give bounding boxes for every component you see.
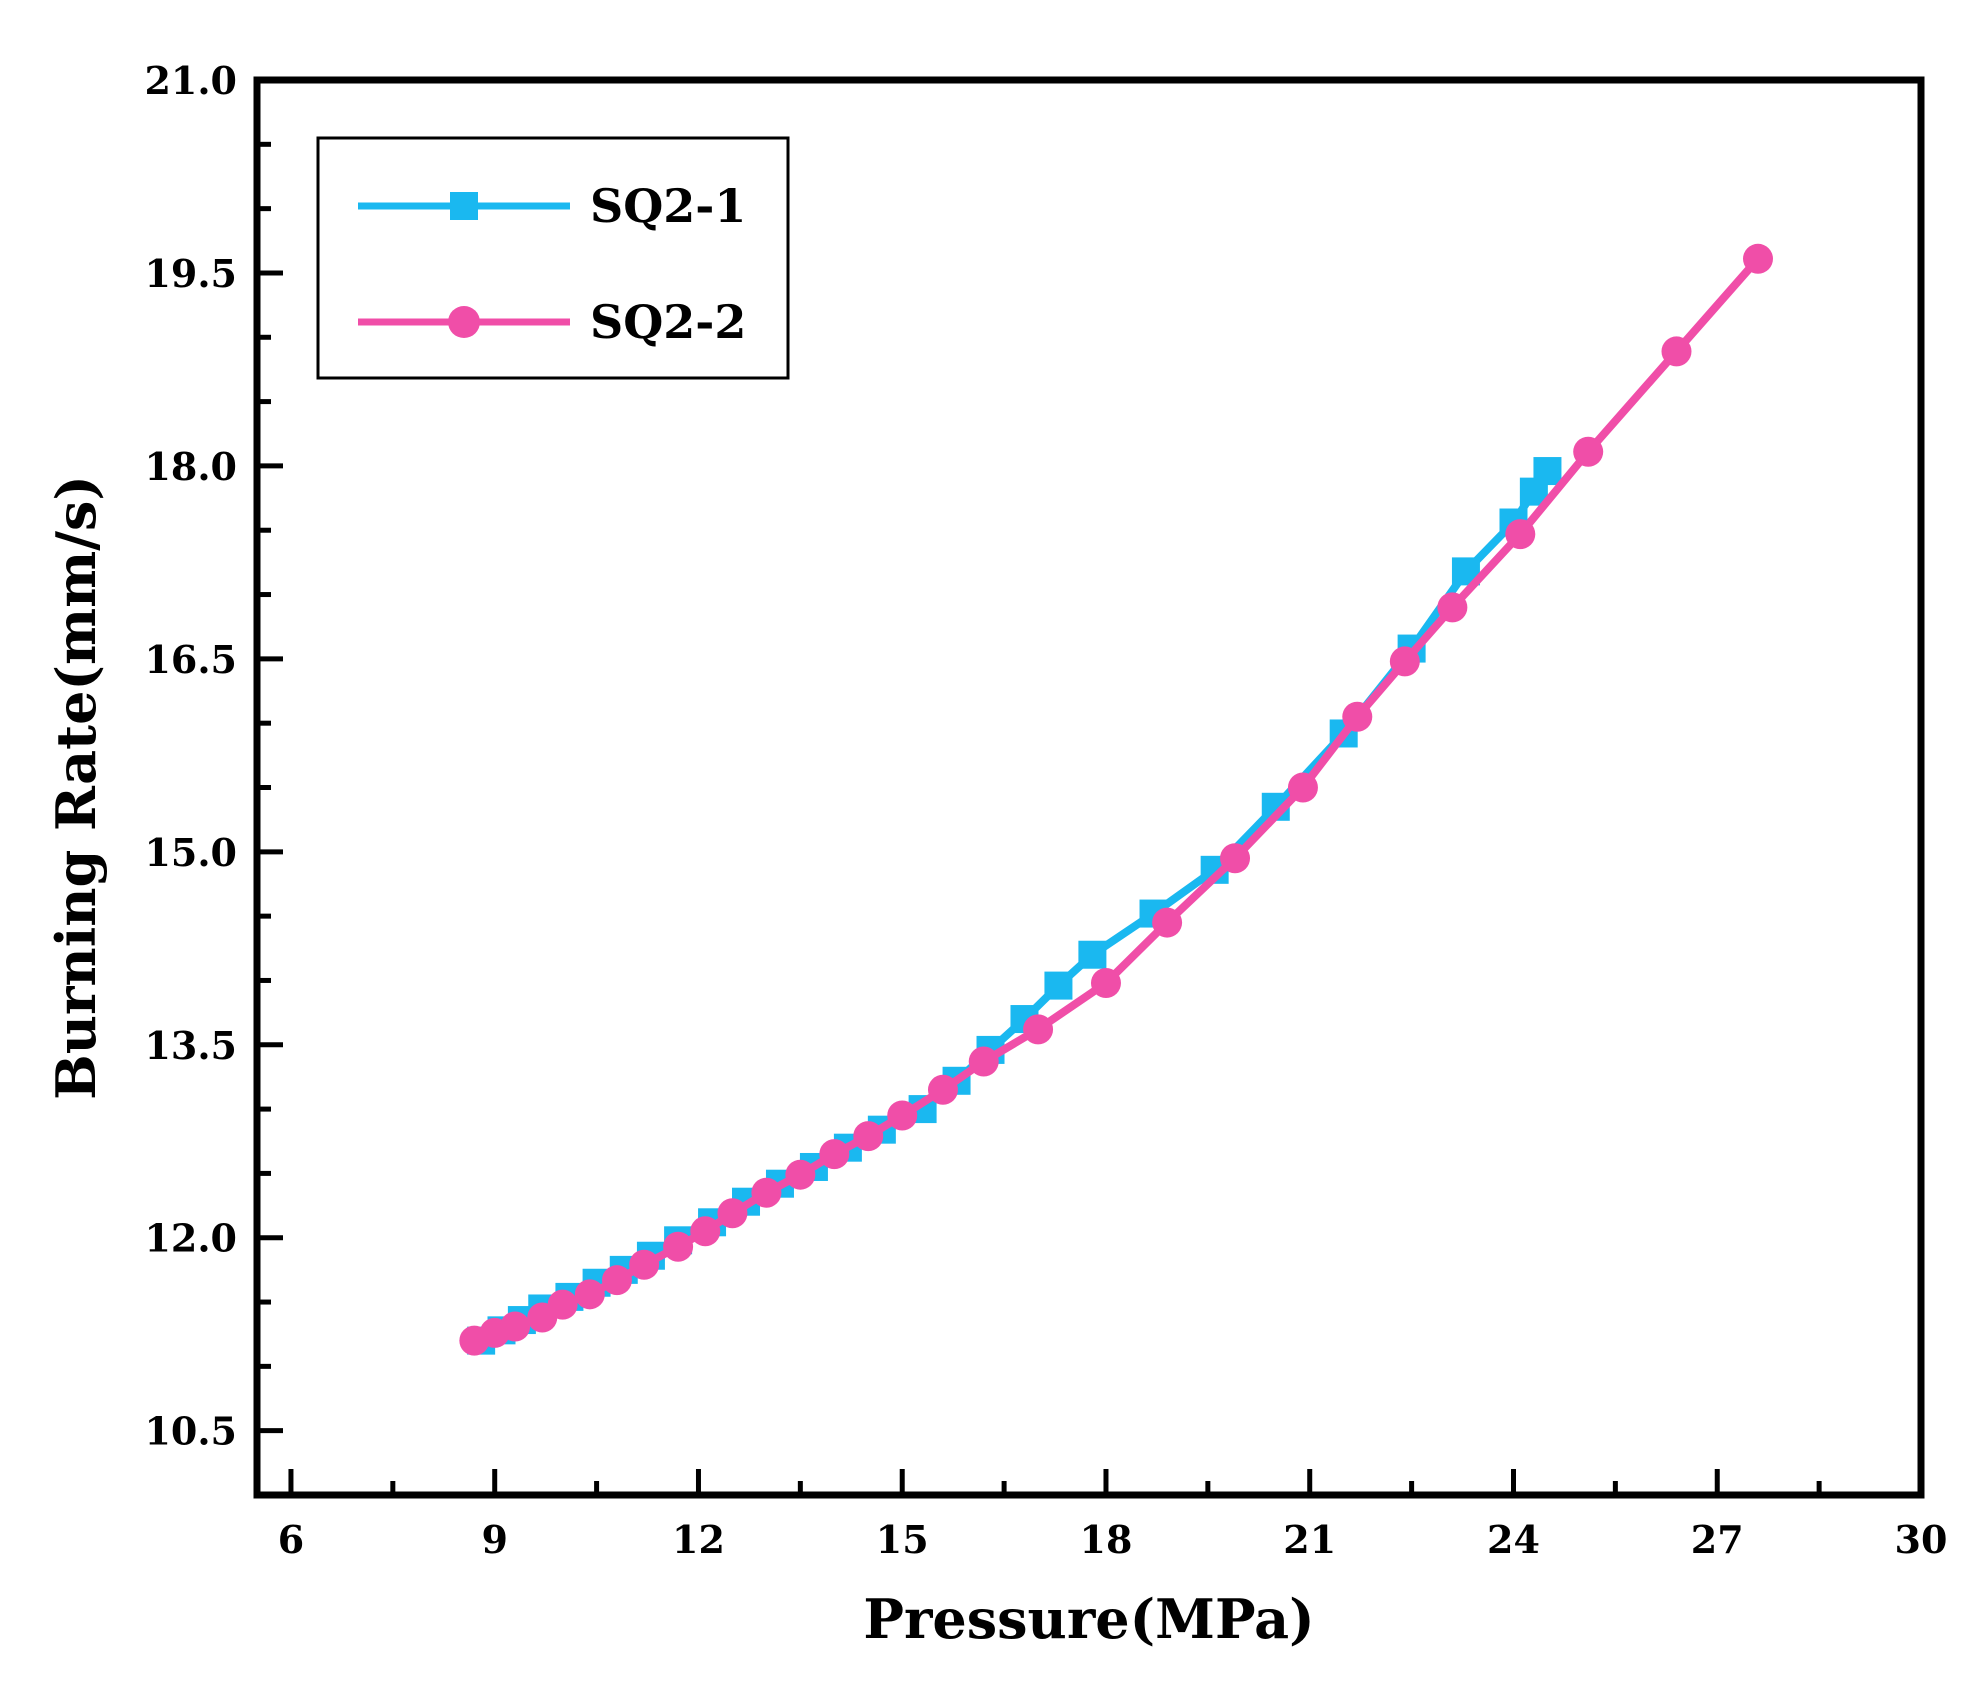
x-tick-label: 24 xyxy=(1487,1517,1540,1562)
x-axis-ticks: 6 9 12 15 18 21 24 27 30 xyxy=(278,1469,1948,1562)
y-tick-label: 12.0 xyxy=(144,1216,237,1261)
data-point xyxy=(500,1311,531,1342)
data-point xyxy=(1573,436,1604,467)
y-tick-label: 15.0 xyxy=(144,830,237,875)
y-tick-label: 10.5 xyxy=(144,1409,237,1454)
data-point xyxy=(887,1100,918,1131)
data-point xyxy=(629,1249,660,1280)
data-point xyxy=(1078,940,1107,969)
series-sq2-2 xyxy=(459,243,1773,1356)
data-point xyxy=(1533,457,1562,486)
data-point xyxy=(1389,646,1420,677)
data-point xyxy=(927,1074,958,1105)
data-point xyxy=(819,1139,850,1170)
series-sq2-1 xyxy=(467,457,1562,1355)
data-point xyxy=(1437,592,1468,623)
y-tick-label: 19.5 xyxy=(144,251,237,296)
data-point xyxy=(751,1177,782,1208)
data-point xyxy=(1287,772,1318,803)
plot-frame xyxy=(253,76,1925,1499)
data-point xyxy=(968,1046,999,1077)
legend-label-sq2-1: SQ2-1 xyxy=(590,179,746,233)
legend-item-sq2-2: SQ2-2 xyxy=(358,295,746,349)
data-point xyxy=(785,1159,816,1190)
data-point xyxy=(547,1289,578,1320)
y-tick-label: 13.5 xyxy=(144,1023,237,1068)
series-line xyxy=(479,468,1551,1345)
y-tick-label: 16.5 xyxy=(144,637,237,682)
legend: SQ2-1 SQ2-2 xyxy=(316,136,790,380)
y-tick-label: 21.0 xyxy=(144,58,237,103)
data-point xyxy=(1742,243,1773,274)
data-point xyxy=(1661,336,1692,367)
x-tick-label: 6 xyxy=(278,1517,304,1562)
data-point xyxy=(690,1216,721,1247)
x-tick-label: 21 xyxy=(1283,1517,1336,1562)
series-line xyxy=(472,256,1761,1345)
data-point xyxy=(1342,701,1373,732)
x-tick-label: 12 xyxy=(672,1517,725,1562)
x-tick-label: 30 xyxy=(1895,1517,1948,1562)
legend-label-sq2-2: SQ2-2 xyxy=(590,295,746,349)
legend-item-sq2-1: SQ2-1 xyxy=(358,179,746,233)
data-point xyxy=(574,1279,605,1310)
series-layer xyxy=(459,243,1773,1356)
data-point xyxy=(601,1265,632,1296)
data-point xyxy=(1044,971,1073,1000)
data-point xyxy=(853,1121,884,1152)
x-tick-label: 9 xyxy=(481,1517,507,1562)
data-point xyxy=(1152,907,1183,938)
x-tick-label: 27 xyxy=(1691,1517,1744,1562)
data-point xyxy=(1023,1014,1054,1045)
x-axis-title: Pressure(MPa) xyxy=(863,1587,1314,1651)
data-point xyxy=(1505,519,1536,550)
y-axis-ticks: 10.5 12.0 13.5 15.0 16.5 18.0 19.5 21.0 xyxy=(144,58,283,1454)
data-point xyxy=(1090,968,1121,999)
y-axis-title: Burning Rate(mm/s) xyxy=(44,475,108,1100)
legend-box xyxy=(316,136,790,380)
data-point xyxy=(663,1231,694,1262)
data-point xyxy=(1220,843,1251,874)
legend-marker-sq2-2 xyxy=(448,306,480,338)
y-tick-label: 18.0 xyxy=(144,444,237,489)
legend-marker-sq2-1 xyxy=(450,192,478,220)
data-point xyxy=(717,1198,748,1229)
x-tick-label: 18 xyxy=(1080,1517,1133,1562)
x-tick-label: 15 xyxy=(876,1517,929,1562)
